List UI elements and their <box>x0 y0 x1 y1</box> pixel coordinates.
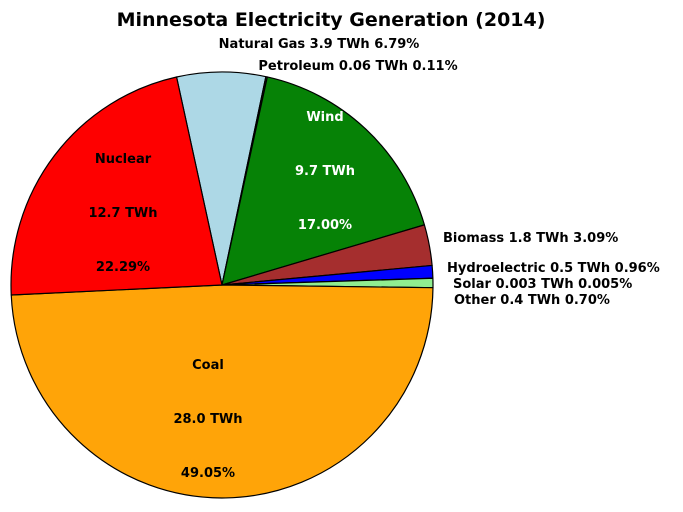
pie-slice-nuclear <box>10 76 223 296</box>
slice-label-natural-gas: Natural Gas 3.9 TWh 6.79% <box>218 37 420 52</box>
slice-label-coal-percent: 49.05% <box>180 466 236 481</box>
slice-label-nuclear-percent: 22.29% <box>95 260 151 275</box>
slice-label-nuclear-name: Nuclear <box>94 152 152 167</box>
pie-slice-coal <box>10 284 434 499</box>
slice-label-wind-name: Wind <box>306 110 344 125</box>
slice-label-solar: Solar 0.003 TWh 0.005% <box>453 277 633 292</box>
pie-slice-group <box>10 71 434 499</box>
slice-label-wind-percent: 17.00% <box>297 218 353 233</box>
slice-label-nuclear-value: 12.7 TWh <box>88 206 158 221</box>
slice-label-wind: Wind 9.7 TWh 17.00% <box>295 73 355 271</box>
chart-title: Minnesota Electricity Generation (2014) <box>116 9 546 31</box>
slice-label-biomass: Biomass 1.8 TWh 3.09% <box>443 231 619 246</box>
slice-label-other: Other 0.4 TWh 0.70% <box>454 293 610 308</box>
slice-label-coal-name: Coal <box>192 358 224 373</box>
slice-label-coal-value: 28.0 TWh <box>173 412 243 427</box>
slice-label-hydroelectric: Hydroelectric 0.5 TWh 0.96% <box>447 261 660 276</box>
pie-slice-wind <box>221 76 426 286</box>
slice-label-coal: Coal 28.0 TWh 49.05% <box>173 321 242 512</box>
slice-label-nuclear: Nuclear 12.7 TWh 22.29% <box>88 115 157 313</box>
slice-label-petroleum: Petroleum 0.06 TWh 0.11% <box>258 59 458 74</box>
slice-label-wind-value: 9.7 TWh <box>294 164 356 179</box>
